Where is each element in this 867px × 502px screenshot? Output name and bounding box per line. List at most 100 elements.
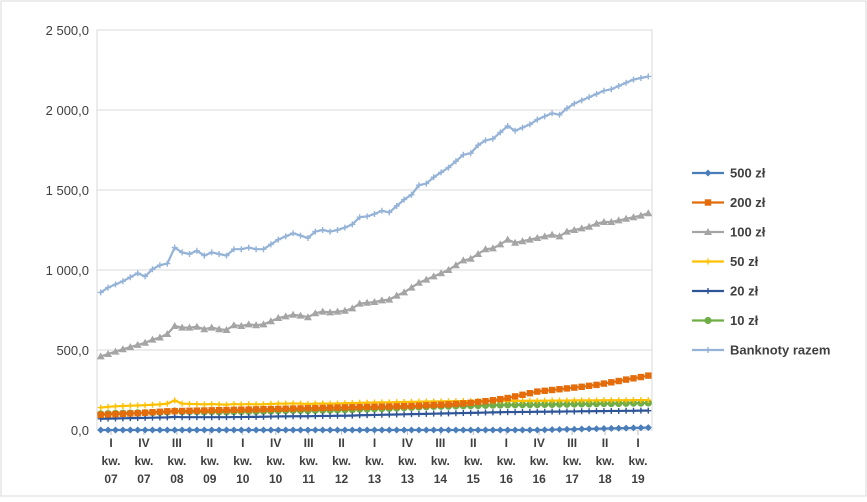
data-point-100-z	[259, 320, 268, 328]
data-point-200-z	[563, 385, 571, 392]
data-point-10-z	[585, 400, 593, 408]
data-point-banknoty-razem	[186, 251, 193, 257]
data-point-banknoty-razem	[260, 246, 267, 253]
data-point-20-z	[460, 410, 467, 417]
data-point-50-z	[201, 401, 208, 408]
data-point-20-z	[378, 411, 385, 418]
data-point-banknoty-razem	[149, 266, 156, 273]
data-point-100-z	[111, 347, 120, 355]
data-point-500-z	[178, 426, 186, 434]
data-point-200-z	[578, 383, 585, 390]
data-point-200-z	[386, 403, 393, 410]
x-tick-quarter: I	[636, 436, 639, 450]
data-point-100-z	[503, 235, 512, 243]
x-tick-year: 18	[598, 472, 612, 486]
data-point-500-z	[186, 426, 193, 434]
x-tick-quarter: III	[304, 436, 314, 450]
data-point-50-z	[179, 400, 186, 407]
data-point-50-z	[149, 401, 156, 408]
data-point-500-z	[297, 426, 304, 434]
data-point-100-z	[96, 352, 105, 360]
data-point-50-z	[608, 397, 615, 404]
data-point-200-z	[371, 403, 378, 410]
data-point-200-z	[312, 404, 319, 412]
data-point-banknoty-razem	[497, 129, 504, 136]
data-point-banknoty-razem	[105, 284, 112, 291]
x-tick-kw: kw.	[102, 454, 121, 468]
data-point-100-z	[303, 313, 312, 321]
data-point-100-z	[348, 304, 357, 312]
data-point-500-z	[348, 426, 356, 434]
data-point-50-z	[637, 397, 644, 404]
x-tick-kw: kw.	[629, 454, 648, 468]
data-point-200-z	[400, 402, 408, 410]
data-point-20-z	[401, 411, 408, 418]
data-point-100-z	[252, 321, 261, 329]
data-point-500-z	[430, 426, 438, 434]
series-200-z	[97, 372, 652, 418]
data-point-100-z	[155, 333, 164, 341]
x-tick-year: 12	[335, 472, 349, 486]
data-point-100-z	[392, 291, 401, 299]
data-point-banknoty-razem	[386, 209, 393, 216]
data-point-500-z	[208, 426, 216, 434]
legend-item-20-z: 20 zł	[692, 284, 759, 299]
data-point-10-z	[607, 400, 615, 408]
data-point-100-z	[340, 306, 349, 314]
data-point-banknoty-razem	[142, 273, 149, 280]
data-point-banknoty-razem	[445, 164, 452, 171]
data-point-200-z	[193, 407, 201, 414]
data-point-banknoty-razem	[563, 105, 570, 112]
data-point-20-z	[304, 413, 311, 420]
data-point-200-z	[548, 386, 556, 394]
data-point-500-z	[393, 426, 401, 434]
x-tick-year: 14	[434, 472, 448, 486]
data-point-200-z	[275, 405, 282, 413]
data-point-200-z	[178, 407, 186, 415]
data-point-10-z	[511, 401, 519, 409]
data-point-500-z	[541, 426, 549, 434]
data-point-20-z	[223, 414, 230, 421]
data-point-20-z	[563, 408, 570, 415]
data-point-200-z	[593, 381, 600, 389]
data-point-200-z	[437, 401, 445, 408]
data-point-100-z	[488, 244, 497, 252]
data-point-50-z	[134, 402, 141, 409]
data-point-100-z	[266, 317, 275, 325]
data-point-500-z	[311, 426, 319, 434]
data-point-200-z	[415, 402, 423, 409]
data-point-200-z	[637, 373, 645, 381]
data-point-500-z	[326, 426, 334, 434]
legend-label: 500 zł	[730, 166, 766, 181]
data-point-50-z	[645, 397, 652, 404]
data-point-200-z	[356, 403, 363, 411]
data-point-20-z	[208, 414, 215, 421]
data-point-500-z	[282, 426, 290, 434]
data-point-banknoty-razem	[438, 169, 445, 176]
data-point-200-z	[223, 406, 230, 414]
data-point-banknoty-razem	[615, 83, 622, 89]
data-point-20-z	[630, 407, 637, 414]
data-point-banknoty-razem	[349, 221, 356, 228]
x-tick-quarter: IV	[270, 436, 281, 450]
x-tick-quarter: III	[567, 436, 577, 450]
data-point-banknoty-razem	[297, 232, 304, 239]
legend-item-banknoty-razem: Banknoty razem	[692, 343, 830, 358]
data-point-100-z	[126, 343, 135, 351]
x-tick-year: 09	[203, 472, 217, 486]
data-point-500-z	[163, 426, 171, 434]
data-point-20-z	[386, 411, 393, 418]
data-point-20-z	[512, 409, 519, 416]
data-point-50-z	[593, 397, 600, 404]
data-point-200-z	[467, 399, 474, 406]
data-point-banknoty-razem	[593, 91, 600, 97]
data-point-50-z	[216, 401, 223, 408]
data-point-500-z	[141, 426, 149, 434]
data-point-banknoty-razem	[541, 113, 548, 120]
data-point-500-z	[126, 426, 134, 434]
data-point-banknoty-razem	[171, 244, 178, 251]
data-point-500-z	[97, 426, 105, 434]
legend-swatch-marker	[705, 288, 711, 294]
data-point-500-z	[526, 426, 534, 434]
data-point-500-z	[600, 425, 608, 433]
